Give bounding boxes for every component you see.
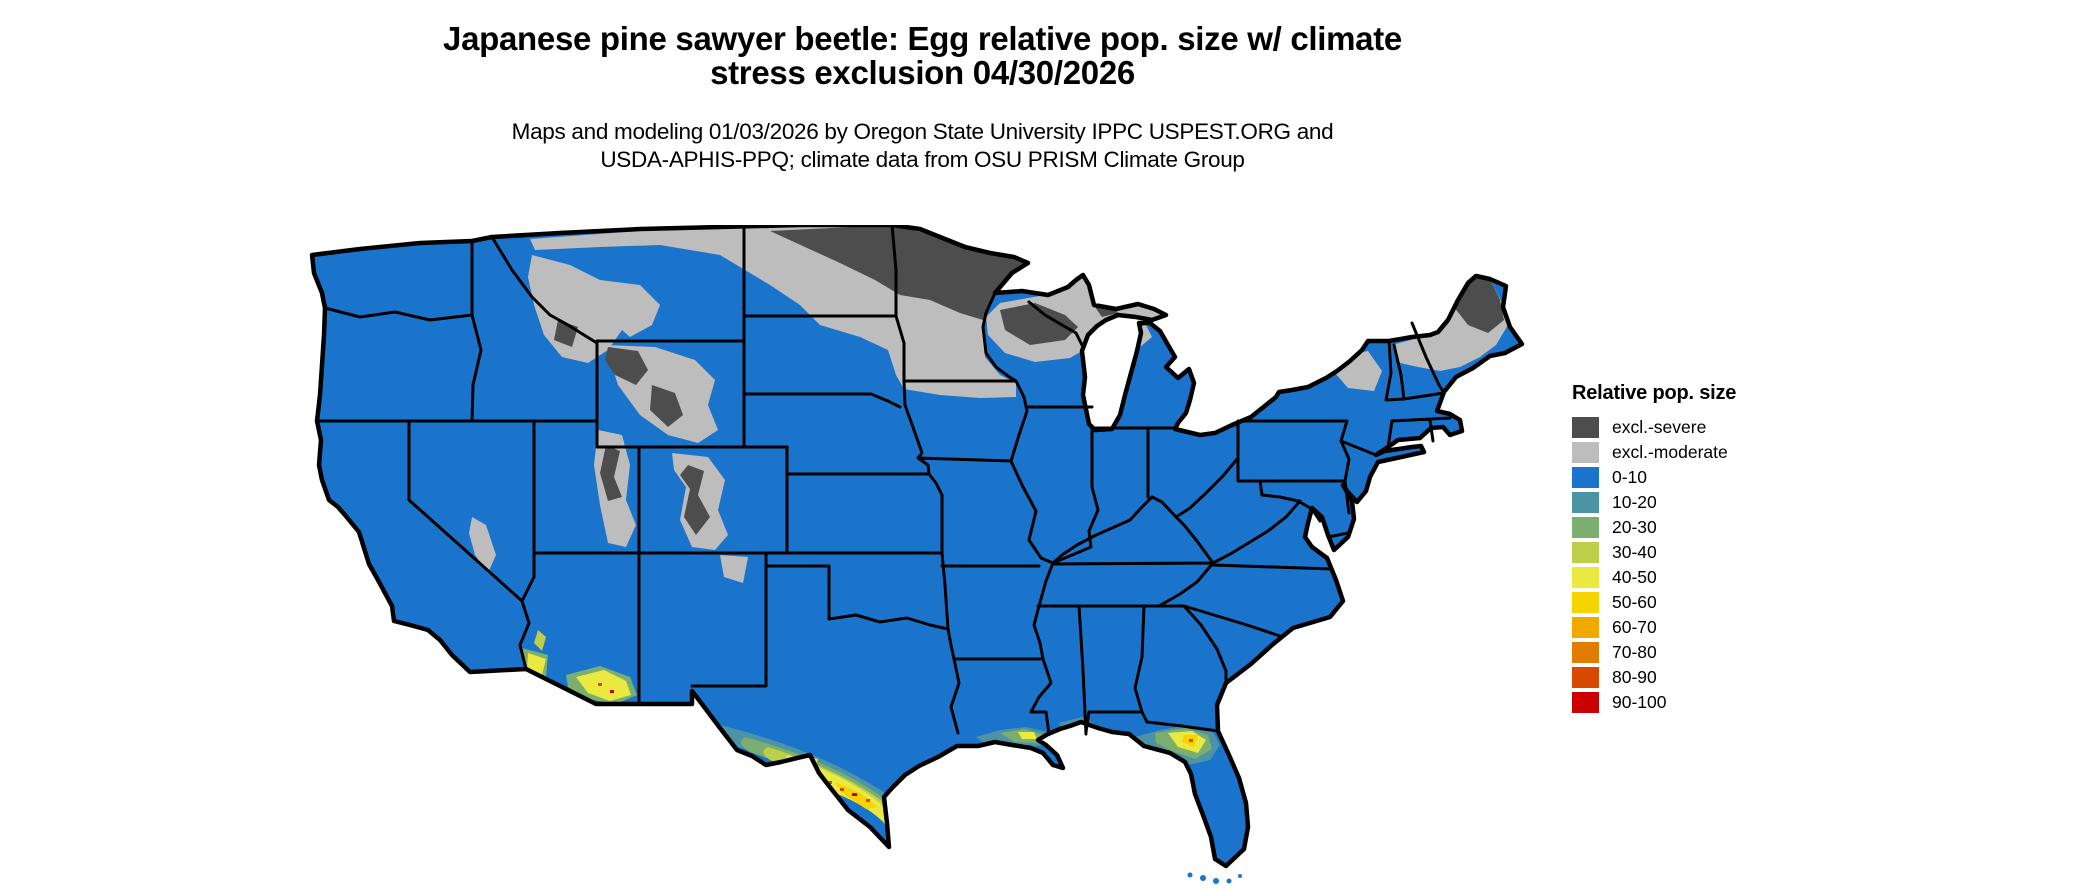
speck-90-100 bbox=[610, 690, 614, 693]
yellow-arizona bbox=[576, 670, 631, 701]
map-regions-excl-severe bbox=[554, 225, 1504, 535]
swatch-rect bbox=[1572, 417, 1599, 438]
legend-item-50-60: 50-60 bbox=[1572, 592, 1872, 613]
legend-item-30-40: 30-40 bbox=[1572, 542, 1872, 563]
legend-label: excl.-moderate bbox=[1612, 442, 1728, 462]
swatch-rect bbox=[1572, 517, 1599, 538]
speck-80-90 bbox=[828, 781, 832, 784]
legend-item-80-90: 80-90 bbox=[1572, 667, 1872, 688]
legend-swatch bbox=[1572, 692, 1599, 713]
excl-moderate-sierra bbox=[469, 517, 496, 573]
swatch-rect bbox=[1572, 592, 1599, 613]
swatch-rect bbox=[1572, 567, 1599, 588]
keys-dot bbox=[1238, 874, 1242, 878]
legend-swatch bbox=[1572, 667, 1599, 688]
swatch-rect bbox=[1572, 467, 1599, 488]
speck-80-90 bbox=[1189, 739, 1193, 742]
excl-severe-utah bbox=[600, 445, 622, 501]
excl-severe-n-wisconsin bbox=[1000, 303, 1078, 345]
legend-item-40-50: 40-50 bbox=[1572, 567, 1872, 588]
keys-dot bbox=[1200, 875, 1206, 881]
legend-label: 20-30 bbox=[1612, 517, 1657, 537]
swatch-rect bbox=[1572, 492, 1599, 513]
legend-label: excl.-severe bbox=[1612, 417, 1707, 437]
keys-dot bbox=[1213, 878, 1219, 884]
swatch-rect bbox=[1572, 442, 1599, 463]
map-title-line2: stress exclusion 04/30/2026 bbox=[710, 54, 1135, 91]
legend-item-10-20: 10-20 bbox=[1572, 492, 1872, 513]
map-subtitle: Maps and modeling 01/03/2026 by Oregon S… bbox=[300, 118, 1545, 174]
us-map bbox=[300, 225, 1545, 890]
legend-item-0-10: 0-10 bbox=[1572, 467, 1872, 488]
legend-item-60-70: 60-70 bbox=[1572, 617, 1872, 638]
legend-swatch bbox=[1572, 442, 1599, 463]
map-subtitle-line2: USDA-APHIS-PPQ; climate data from OSU PR… bbox=[600, 147, 1245, 172]
legend-swatch bbox=[1572, 542, 1599, 563]
keys-dot bbox=[1187, 872, 1193, 878]
speck-80-90 bbox=[866, 799, 870, 802]
legend-swatch bbox=[1572, 492, 1599, 513]
legend-label: 10-20 bbox=[1612, 492, 1657, 512]
keys-dot bbox=[1226, 878, 1232, 884]
swatch-rect bbox=[1572, 617, 1599, 638]
legend-label: 0-10 bbox=[1612, 467, 1648, 487]
legend-item-excl-moderate: excl.-moderate bbox=[1572, 442, 1872, 463]
map-subtitle-line1: Maps and modeling 01/03/2026 by Oregon S… bbox=[511, 119, 1334, 144]
yellow-louisiana bbox=[1018, 732, 1037, 739]
excl-severe-colorado bbox=[680, 465, 710, 535]
legend-label: 80-90 bbox=[1612, 667, 1657, 687]
legend-swatch bbox=[1572, 617, 1599, 638]
swatch-rect bbox=[1572, 667, 1599, 688]
swatch-rect bbox=[1572, 692, 1599, 713]
legend-swatch bbox=[1572, 592, 1599, 613]
speck-80-90 bbox=[598, 683, 602, 686]
map-title-line1: Japanese pine sawyer beetle: Egg relativ… bbox=[443, 20, 1402, 57]
map-region-base-0-10 bbox=[312, 225, 1522, 866]
excl-moderate-new-mexico bbox=[720, 555, 748, 583]
us-outline bbox=[309, 225, 1525, 869]
legend-swatch bbox=[1572, 567, 1599, 588]
legend-label: 70-80 bbox=[1612, 642, 1657, 662]
legend-item-90-100: 90-100 bbox=[1572, 692, 1872, 713]
excl-severe-wyoming-central bbox=[650, 385, 683, 427]
excl-severe-yellowstone bbox=[605, 347, 648, 385]
map-title: Japanese pine sawyer beetle: Egg relativ… bbox=[300, 22, 1545, 90]
legend-swatch bbox=[1572, 417, 1599, 438]
legend-swatch bbox=[1572, 642, 1599, 663]
legend-swatch bbox=[1572, 467, 1599, 488]
legend-label: 30-40 bbox=[1612, 542, 1657, 562]
legend: Relative pop. size excl.-severe excl.-mo… bbox=[1572, 382, 1872, 717]
map-regions-specks bbox=[598, 683, 1193, 802]
legend-item-excl-severe: excl.-severe bbox=[1572, 417, 1872, 438]
yellowgreen-colorado-river bbox=[534, 630, 546, 651]
legend-title: Relative pop. size bbox=[1572, 382, 1737, 404]
swatch-rect bbox=[1572, 542, 1599, 563]
speck-90-100 bbox=[852, 793, 857, 796]
florida-keys bbox=[1187, 872, 1242, 884]
swatch-rect bbox=[1572, 642, 1599, 663]
legend-label: 60-70 bbox=[1612, 617, 1657, 637]
legend-item-70-80: 70-80 bbox=[1572, 642, 1872, 663]
legend-label: 40-50 bbox=[1612, 567, 1657, 587]
legend-item-20-30: 20-30 bbox=[1572, 517, 1872, 538]
speck-80-90 bbox=[840, 788, 844, 791]
legend-label: 50-60 bbox=[1612, 592, 1657, 612]
legend-label: 90-100 bbox=[1612, 692, 1667, 712]
us-map-svg bbox=[309, 225, 1525, 884]
legend-swatch bbox=[1572, 517, 1599, 538]
